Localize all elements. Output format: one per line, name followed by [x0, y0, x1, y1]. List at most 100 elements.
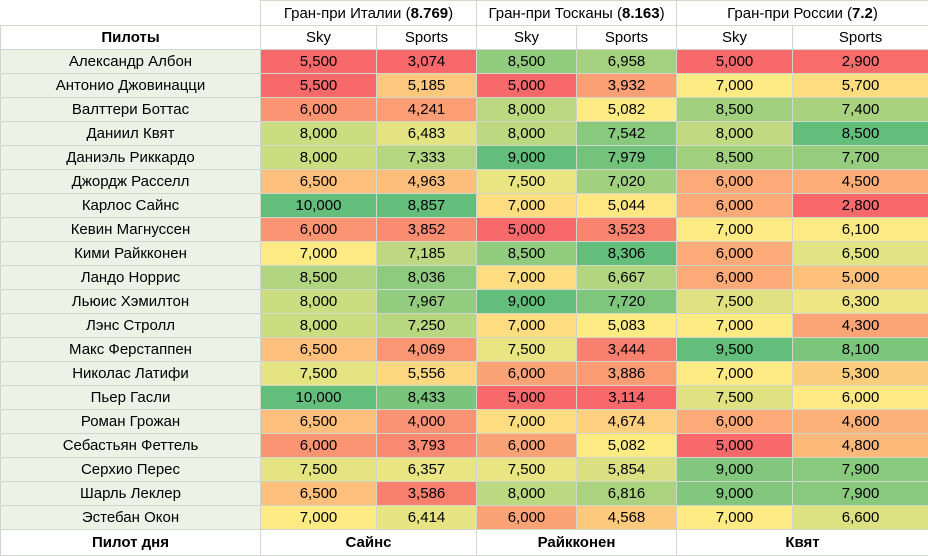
sports-value-cell[interactable]: 8,100 [793, 338, 928, 362]
sports-value-cell[interactable]: 7,979 [577, 146, 677, 170]
sports-header[interactable]: Sports [377, 26, 477, 50]
sports-value-cell[interactable]: 7,542 [577, 122, 677, 146]
sports-value-cell[interactable]: 6,483 [377, 122, 477, 146]
driver-of-day-label[interactable]: Пилот дня [1, 530, 261, 556]
sky-value-cell[interactable]: 7,000 [477, 314, 577, 338]
sports-value-cell[interactable]: 7,900 [793, 482, 928, 506]
sports-header[interactable]: Sports [577, 26, 677, 50]
sky-value-cell[interactable]: 7,000 [677, 362, 793, 386]
sky-value-cell[interactable]: 5,500 [261, 50, 377, 74]
driver-of-day-tuscany[interactable]: Райкконен [477, 530, 677, 556]
sky-value-cell[interactable]: 7,500 [677, 290, 793, 314]
sports-value-cell[interactable]: 5,700 [793, 74, 928, 98]
sports-value-cell[interactable]: 5,082 [577, 434, 677, 458]
sports-value-cell[interactable]: 7,900 [793, 458, 928, 482]
pilot-name-cell[interactable]: Себастьян Феттель [1, 434, 261, 458]
sports-value-cell[interactable]: 6,667 [577, 266, 677, 290]
sky-value-cell[interactable]: 7,500 [677, 386, 793, 410]
sports-value-cell[interactable]: 6,500 [793, 242, 928, 266]
sports-value-cell[interactable]: 3,852 [377, 218, 477, 242]
sports-value-cell[interactable]: 7,400 [793, 98, 928, 122]
sports-value-cell[interactable]: 6,958 [577, 50, 677, 74]
sports-value-cell[interactable]: 8,306 [577, 242, 677, 266]
sports-value-cell[interactable]: 5,044 [577, 194, 677, 218]
sports-value-cell[interactable]: 3,444 [577, 338, 677, 362]
sky-value-cell[interactable]: 6,000 [477, 434, 577, 458]
sports-value-cell[interactable]: 7,333 [377, 146, 477, 170]
sky-value-cell[interactable]: 6,000 [477, 506, 577, 530]
driver-of-day-italy[interactable]: Сайнс [261, 530, 477, 556]
pilot-name-cell[interactable]: Валттери Боттас [1, 98, 261, 122]
sports-value-cell[interactable]: 6,816 [577, 482, 677, 506]
pilot-name-cell[interactable]: Даниэль Риккардо [1, 146, 261, 170]
sky-value-cell[interactable]: 8,500 [261, 266, 377, 290]
sky-value-cell[interactable]: 9,000 [677, 458, 793, 482]
sky-value-cell[interactable]: 8,000 [261, 146, 377, 170]
sports-value-cell[interactable]: 8,433 [377, 386, 477, 410]
sky-value-cell[interactable]: 7,000 [677, 314, 793, 338]
sky-value-cell[interactable]: 9,500 [677, 338, 793, 362]
race-header-russia[interactable]: Гран-при России (7.2) [677, 1, 928, 26]
sky-value-cell[interactable]: 10,000 [261, 194, 377, 218]
sky-value-cell[interactable]: 5,000 [477, 74, 577, 98]
sky-value-cell[interactable]: 7,500 [477, 338, 577, 362]
sports-value-cell[interactable]: 7,720 [577, 290, 677, 314]
sky-value-cell[interactable]: 6,000 [677, 194, 793, 218]
sky-value-cell[interactable]: 6,500 [261, 170, 377, 194]
sky-value-cell[interactable]: 6,000 [261, 218, 377, 242]
sports-value-cell[interactable]: 5,083 [577, 314, 677, 338]
sports-value-cell[interactable]: 2,900 [793, 50, 928, 74]
sky-value-cell[interactable]: 8,500 [477, 242, 577, 266]
sports-value-cell[interactable]: 7,700 [793, 146, 928, 170]
sky-value-cell[interactable]: 8,000 [477, 98, 577, 122]
sports-value-cell[interactable]: 4,568 [577, 506, 677, 530]
pilots-header[interactable]: Пилоты [1, 26, 261, 50]
sky-value-cell[interactable]: 9,000 [477, 146, 577, 170]
pilot-name-cell[interactable]: Николас Латифи [1, 362, 261, 386]
sky-value-cell[interactable]: 7,500 [477, 458, 577, 482]
sports-value-cell[interactable]: 7,185 [377, 242, 477, 266]
pilot-name-cell[interactable]: Льюис Хэмилтон [1, 290, 261, 314]
pilot-name-cell[interactable]: Эстебан Окон [1, 506, 261, 530]
sports-value-cell[interactable]: 6,414 [377, 506, 477, 530]
sports-value-cell[interactable]: 4,069 [377, 338, 477, 362]
pilot-name-cell[interactable]: Роман Грожан [1, 410, 261, 434]
sports-value-cell[interactable]: 7,967 [377, 290, 477, 314]
sports-value-cell[interactable]: 3,932 [577, 74, 677, 98]
sports-value-cell[interactable]: 5,300 [793, 362, 928, 386]
sports-value-cell[interactable]: 3,523 [577, 218, 677, 242]
sports-value-cell[interactable]: 7,020 [577, 170, 677, 194]
sky-value-cell[interactable]: 6,000 [677, 266, 793, 290]
sky-value-cell[interactable]: 7,500 [261, 458, 377, 482]
pilot-name-cell[interactable]: Пьер Гасли [1, 386, 261, 410]
sky-value-cell[interactable]: 5,500 [261, 74, 377, 98]
sky-header[interactable]: Sky [477, 26, 577, 50]
sky-value-cell[interactable]: 6,000 [677, 170, 793, 194]
sky-value-cell[interactable]: 8,000 [261, 122, 377, 146]
sky-value-cell[interactable]: 7,000 [477, 266, 577, 290]
sports-value-cell[interactable]: 5,000 [793, 266, 928, 290]
sky-value-cell[interactable]: 5,000 [477, 218, 577, 242]
pilot-name-cell[interactable]: Карлос Сайнс [1, 194, 261, 218]
sky-value-cell[interactable]: 9,000 [477, 290, 577, 314]
sports-value-cell[interactable]: 4,963 [377, 170, 477, 194]
sky-value-cell[interactable]: 8,500 [677, 98, 793, 122]
sports-value-cell[interactable]: 6,000 [793, 386, 928, 410]
sports-value-cell[interactable]: 5,082 [577, 98, 677, 122]
sky-value-cell[interactable]: 7,500 [261, 362, 377, 386]
sports-value-cell[interactable]: 6,357 [377, 458, 477, 482]
sky-value-cell[interactable]: 7,000 [261, 506, 377, 530]
sports-value-cell[interactable]: 3,586 [377, 482, 477, 506]
sky-value-cell[interactable]: 6,000 [477, 362, 577, 386]
sky-value-cell[interactable]: 6,500 [261, 338, 377, 362]
sports-value-cell[interactable]: 8,857 [377, 194, 477, 218]
sports-value-cell[interactable]: 3,074 [377, 50, 477, 74]
pilot-name-cell[interactable]: Джордж Расселл [1, 170, 261, 194]
sky-value-cell[interactable]: 6,000 [677, 410, 793, 434]
pilot-name-cell[interactable]: Даниил Квят [1, 122, 261, 146]
pilot-name-cell[interactable]: Антонио Джовинацци [1, 74, 261, 98]
sky-value-cell[interactable]: 5,000 [677, 50, 793, 74]
sky-value-cell[interactable]: 8,000 [261, 290, 377, 314]
sports-header[interactable]: Sports [793, 26, 928, 50]
driver-of-day-russia[interactable]: Квят [677, 530, 928, 556]
